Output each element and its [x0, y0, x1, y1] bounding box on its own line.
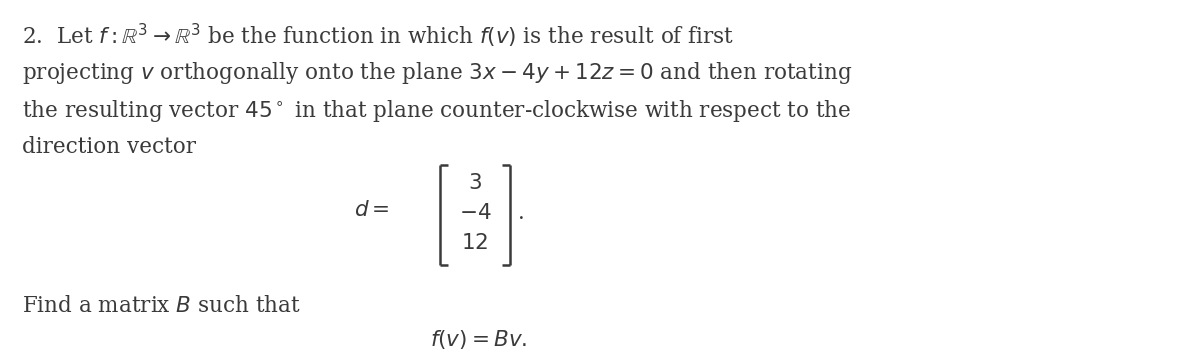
Text: $12$: $12$ [461, 232, 488, 254]
Text: $d =$: $d =$ [354, 199, 390, 221]
Text: direction vector: direction vector [22, 136, 196, 158]
Text: Find a matrix $B$ such that: Find a matrix $B$ such that [22, 295, 301, 317]
Text: $3$: $3$ [468, 172, 482, 194]
Text: 2.  Let $f : \mathbb{R}^3 \to \mathbb{R}^3$ be the function in which $f(v)$ is t: 2. Let $f : \mathbb{R}^3 \to \mathbb{R}^… [22, 22, 734, 50]
Text: the resulting vector $45^\circ$ in that plane counter-clockwise with respect to : the resulting vector $45^\circ$ in that … [22, 98, 852, 124]
Text: .: . [518, 202, 524, 224]
Text: $f(v) = Bv.$: $f(v) = Bv.$ [430, 328, 528, 351]
Text: $-4$: $-4$ [458, 202, 491, 224]
Text: projecting $v$ orthogonally onto the plane $3x - 4y + 12z = 0$ and then rotating: projecting $v$ orthogonally onto the pla… [22, 60, 852, 86]
